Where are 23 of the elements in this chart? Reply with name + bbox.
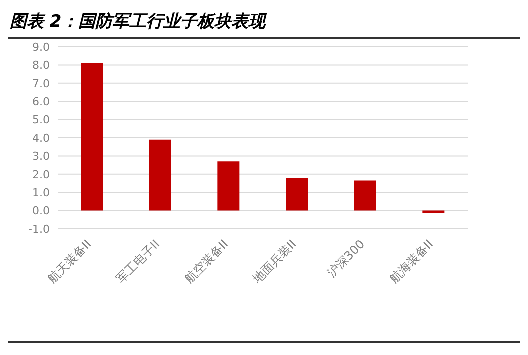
y-tick-label: 2.0 [32,168,50,182]
x-tick-label: 地面兵装II [250,237,300,287]
bar [81,63,103,211]
chart-title: 图表 2：国防军工行业子板块表现 [8,8,520,39]
y-tick-label: 5.0 [32,114,50,127]
bar [354,180,376,211]
y-tick-label: 7.0 [32,77,50,90]
x-tick-label: 军工电子II [114,237,163,286]
y-tick-label: 1.0 [32,186,50,200]
bar [422,210,445,214]
x-tick-label: 航海装备II [387,237,436,286]
y-tick-label: -1.0 [28,222,50,236]
y-tick-label: 9.0 [32,40,50,54]
bar [286,178,308,211]
x-tick-label: 航空装备II [182,237,231,286]
y-tick-label: 0.0 [32,204,50,218]
y-tick-label: 8.0 [32,59,50,72]
bar [149,140,172,211]
y-tick-label: 6.0 [32,96,50,109]
x-tick-label: 航天装备II [45,237,94,286]
y-tick-label: 3.0 [32,150,50,164]
bar [218,162,240,211]
y-tick-label: 4.0 [32,132,50,145]
